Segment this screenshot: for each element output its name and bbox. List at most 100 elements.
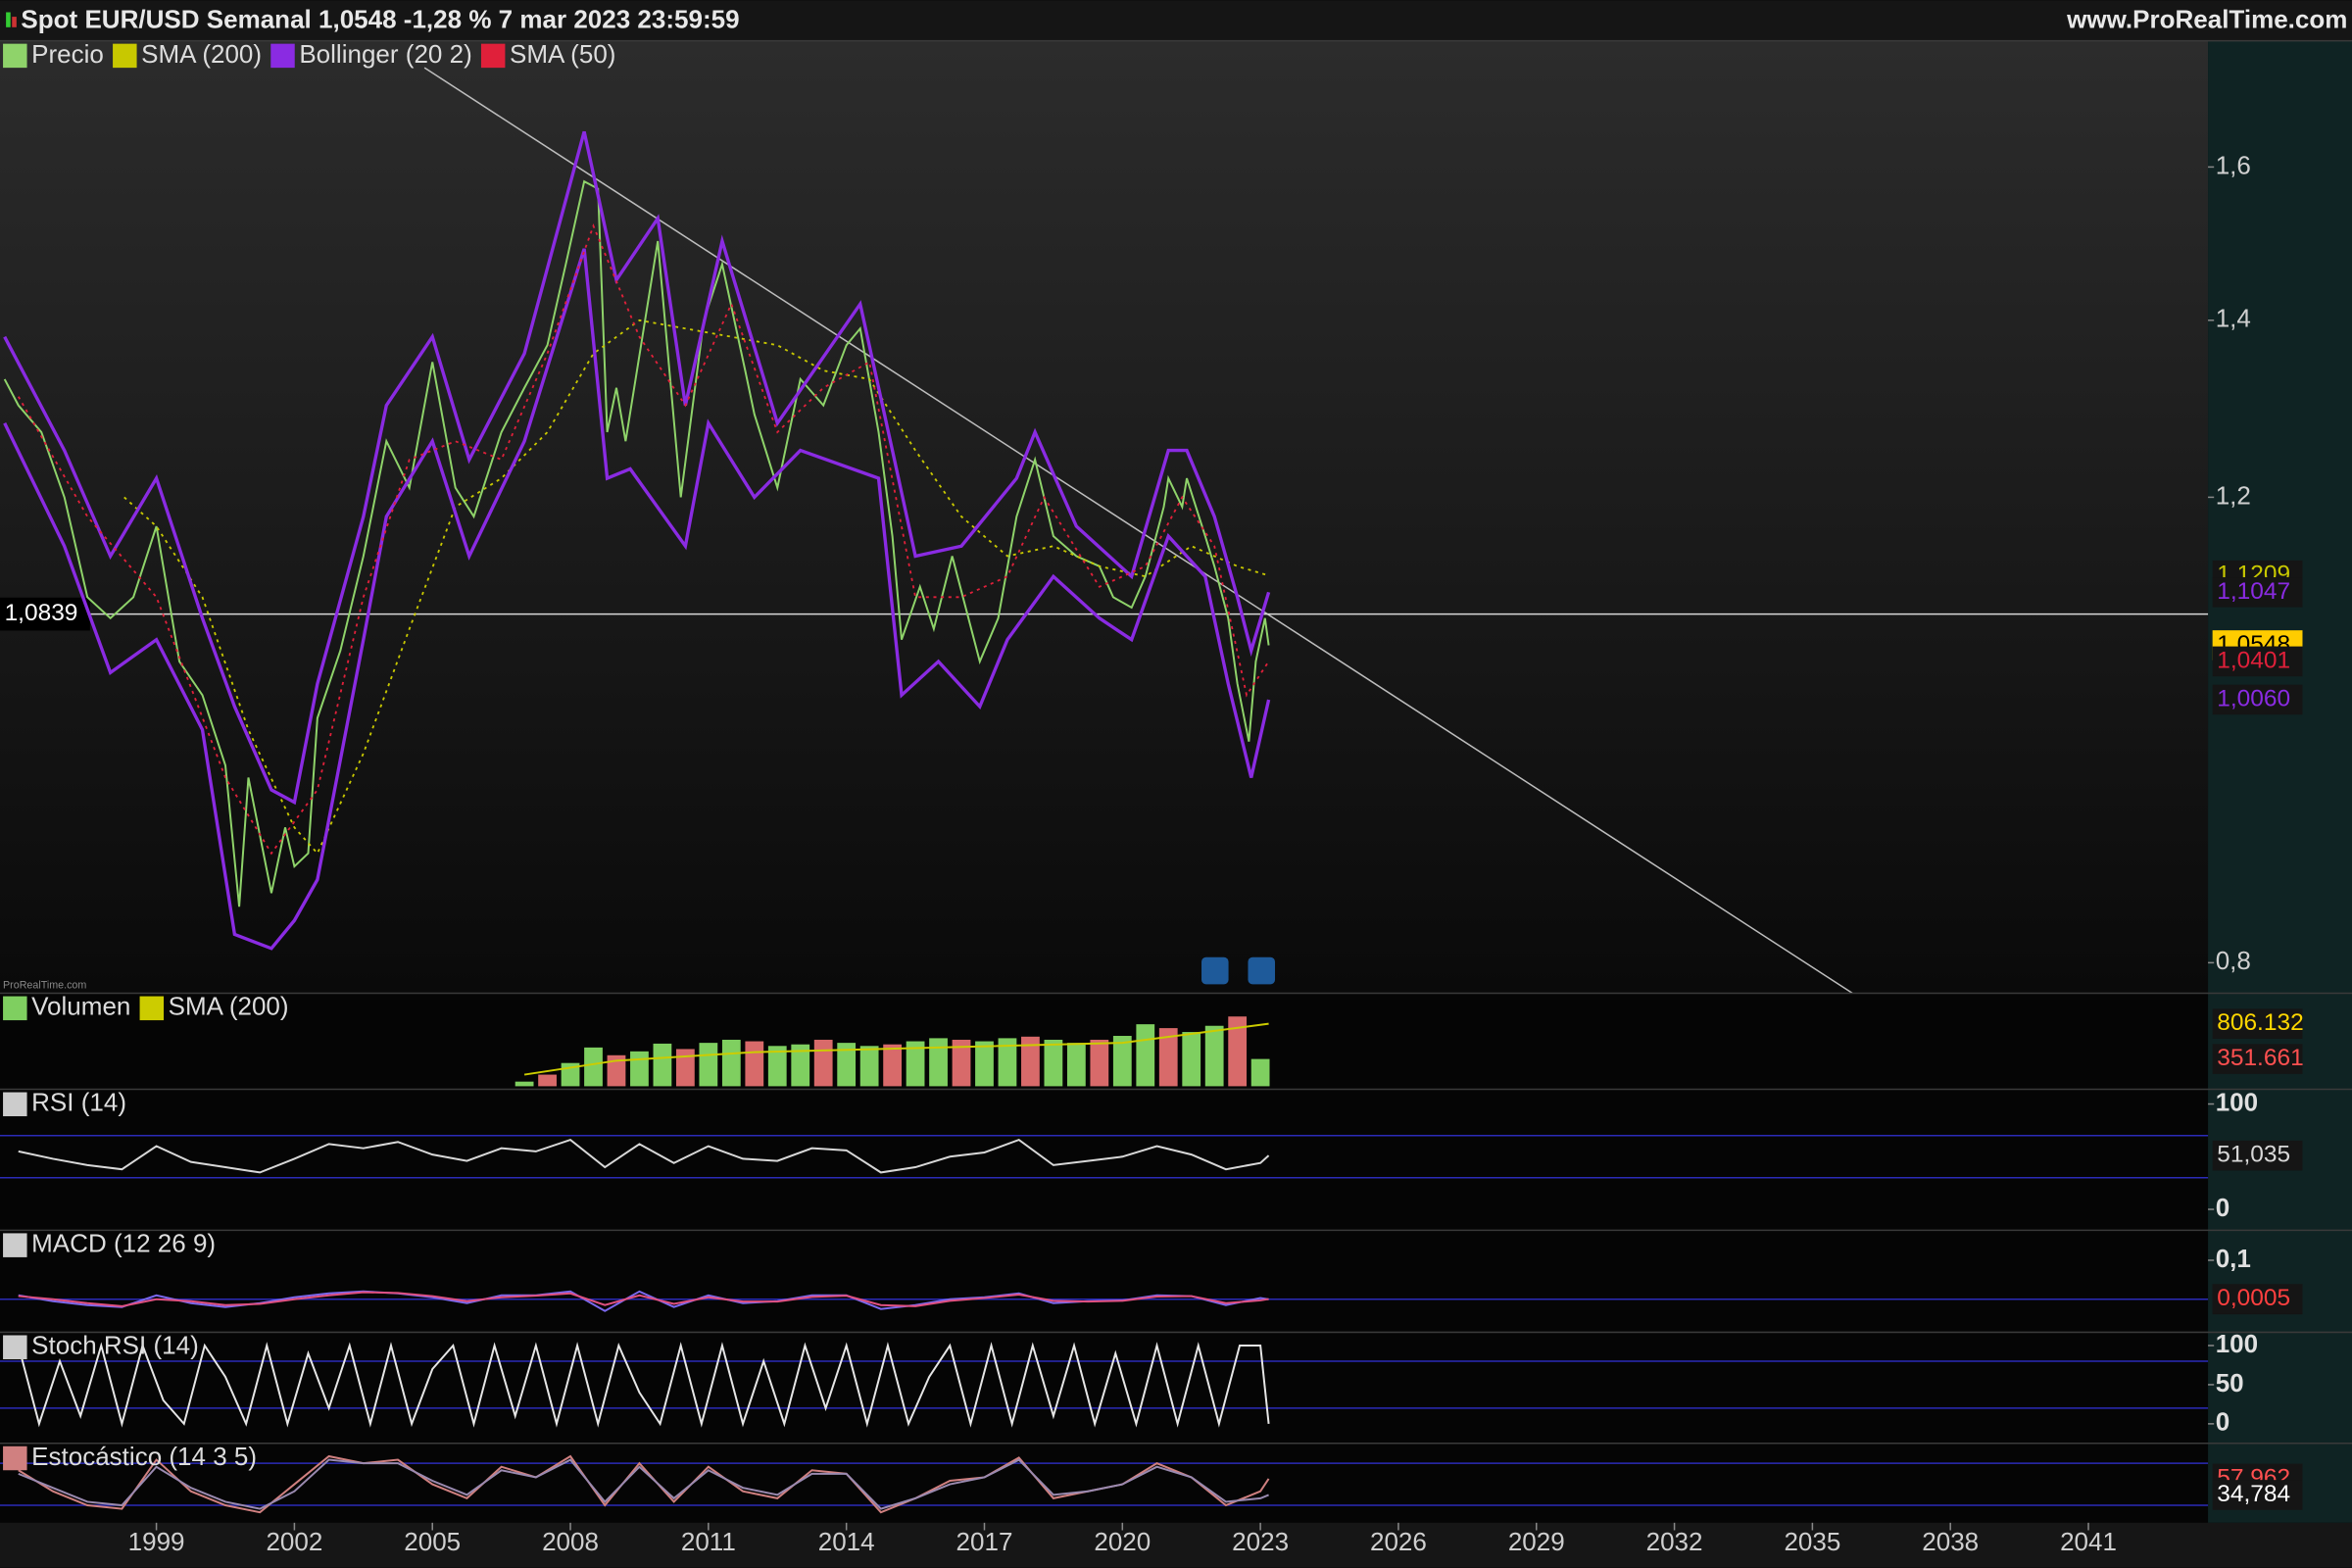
volume-bar: [745, 1041, 764, 1087]
volume-bar: [538, 1074, 557, 1087]
value-label: 806.132: [2217, 1009, 2303, 1036]
y-tick-label: 1,2: [2216, 480, 2251, 510]
legend-label: MACD (12 26 9): [31, 1229, 216, 1258]
volume-bar: [1112, 1036, 1132, 1087]
legend-label: SMA (200): [169, 992, 289, 1021]
x-tick-label: 2008: [542, 1527, 599, 1556]
volume-bar: [929, 1038, 948, 1087]
volume-bar: [1250, 1058, 1270, 1087]
legend-label: Estocástico (14 3 5): [31, 1442, 257, 1471]
value-label: 1,0401: [2217, 647, 2290, 673]
cursor-label: 1,0839: [5, 600, 78, 626]
series-line: [523, 1022, 1269, 1076]
value-label-box: [2212, 1284, 2303, 1314]
series-line: [123, 318, 1269, 856]
legend-label: SMA (200): [141, 39, 262, 69]
volume-bar: [584, 1047, 603, 1087]
y-tick-label: 1,6: [2216, 150, 2251, 179]
volume-bar: [975, 1041, 994, 1087]
value-label-box: [2212, 1140, 2303, 1171]
volume-bar: [1228, 1016, 1248, 1087]
value-label-box: [2212, 1480, 2303, 1510]
x-tick-label: 2002: [266, 1527, 322, 1556]
volume-bar: [952, 1039, 971, 1087]
series-line: [18, 1138, 1270, 1174]
x-tick-label: 2017: [956, 1527, 1013, 1556]
volume-bar: [1090, 1039, 1109, 1087]
cursor-box: [0, 597, 90, 631]
y-tick-label: 100: [2216, 1329, 2258, 1358]
y-tick-label: 0: [2216, 1193, 2230, 1222]
legend-label: SMA (50): [510, 39, 615, 69]
volume-bar: [676, 1049, 695, 1087]
volume-bar: [813, 1039, 833, 1087]
news-icons: [1201, 956, 1276, 985]
x-tick-label: 2011: [681, 1527, 736, 1556]
right-axis: [2208, 40, 2352, 1523]
legend-swatch: [270, 43, 295, 69]
news-icon[interactable]: [1248, 956, 1276, 985]
legend-label: Volumen: [31, 992, 130, 1021]
series-line: [18, 1458, 1269, 1510]
y-tick-label: 100: [2216, 1087, 2258, 1116]
header-site: www.ProRealTime.com: [2066, 5, 2347, 34]
volume-bar: [1044, 1039, 1063, 1087]
volume-bar: [859, 1046, 879, 1087]
value-label: 351.661: [2217, 1045, 2303, 1071]
volume-bar: [514, 1081, 534, 1087]
legend-swatch: [3, 1233, 27, 1257]
volume-bar: [1204, 1025, 1224, 1087]
header-icon: [12, 17, 17, 27]
volume-bar: [699, 1043, 718, 1087]
legend-label: Precio: [31, 39, 104, 69]
x-tick-label: 2014: [818, 1527, 875, 1556]
x-tick-label: 2005: [404, 1527, 461, 1556]
x-axis-bar: [0, 1522, 2352, 1568]
volume-bar: [1182, 1032, 1201, 1087]
legend-swatch: [113, 43, 137, 69]
legend-swatch: [3, 996, 27, 1021]
legend-swatch: [3, 1335, 27, 1359]
watermark: ProRealTime.com: [3, 980, 86, 992]
y-tick-label: 50: [2216, 1368, 2244, 1397]
value-label: 0,0005: [2217, 1285, 2290, 1311]
legend-label: Bollinger (20 2): [299, 39, 471, 69]
value-label-box: [2212, 1008, 2303, 1039]
legend-swatch: [3, 43, 27, 69]
legend-swatch: [480, 43, 506, 69]
trend-line: [423, 67, 1853, 995]
value-label: 1,0060: [2217, 685, 2290, 711]
value-label: 51,035: [2217, 1142, 2290, 1168]
x-tick-label: 2020: [1094, 1527, 1151, 1556]
y-tick-label: 0,1: [2216, 1244, 2251, 1273]
volume-bar: [653, 1043, 672, 1087]
volume-bar: [837, 1043, 857, 1087]
volume-bar: [791, 1044, 810, 1087]
bollinger-band: [3, 248, 1271, 951]
volume-bar: [906, 1041, 925, 1087]
series-line: [17, 222, 1270, 856]
value-label-box: [2212, 1044, 2303, 1074]
news-icon[interactable]: [1201, 956, 1229, 985]
volume-bar: [1066, 1043, 1086, 1087]
volume-bar: [607, 1054, 626, 1087]
volume-bar: [883, 1044, 902, 1087]
legend-swatch: [139, 996, 165, 1021]
header-bar: [0, 0, 2352, 41]
value-label-box: [2212, 646, 2303, 677]
series-line: [18, 1291, 1269, 1307]
header-title: Spot EUR/USD Semanal 1,0548 -1,28 % 7 ma…: [21, 5, 739, 34]
legend-label: Stoch RSI (14): [31, 1331, 199, 1360]
volume-bar: [630, 1051, 649, 1087]
volume-bar: [721, 1039, 741, 1087]
bollinger-band: [3, 130, 1271, 806]
volume-bar: [1136, 1024, 1155, 1087]
x-tick-label: 1999: [128, 1527, 185, 1556]
x-tick-label: 2035: [1784, 1527, 1840, 1556]
legend-swatch: [3, 1092, 27, 1117]
series-line: [17, 1342, 1270, 1428]
volume-bar: [767, 1046, 787, 1087]
